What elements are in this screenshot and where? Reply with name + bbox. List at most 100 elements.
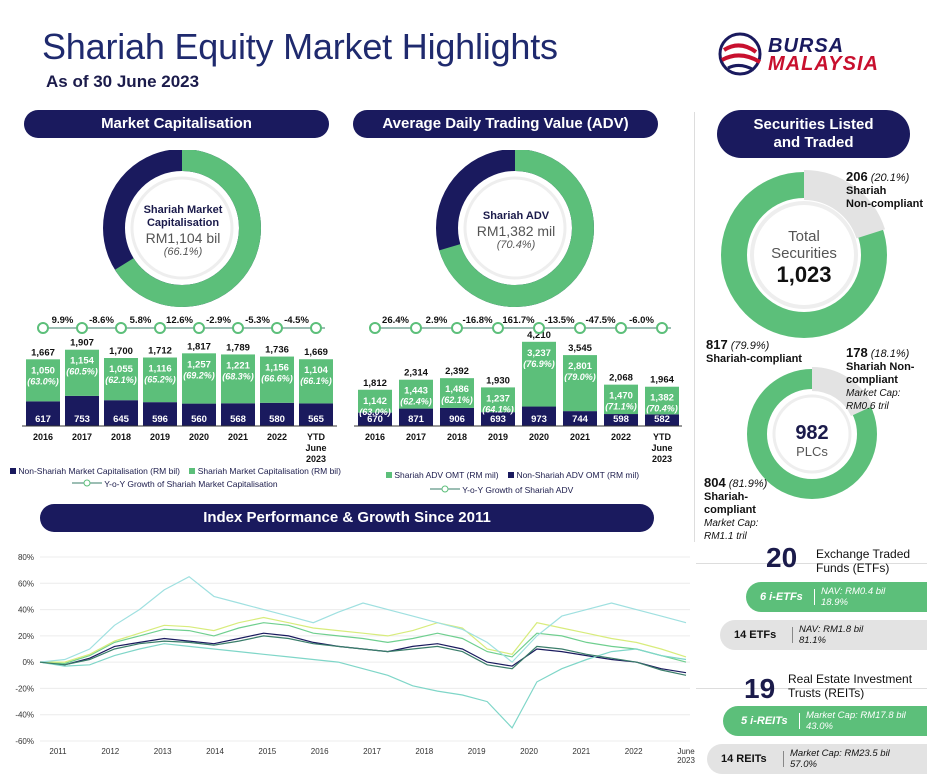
bar-nonshariah [260,402,294,426]
bar-nonshariah [481,412,515,426]
x-tick-label: 2015 [258,747,276,756]
plc-noncomp-cap2: RM0.6 tril [846,401,889,412]
plc-label: PLCs [796,444,828,459]
reits-sep [783,751,784,767]
growth-label: -6.0% [629,315,654,326]
i-reits-label: 5 i-REITs [741,715,788,727]
reits-row: 14 REITs Market Cap: RM23.5 bil 57.0% [707,744,927,774]
growth-label: -8.6% [89,315,114,326]
reits-cap: Market Cap: RM23.5 bil 57.0% [790,748,890,770]
bar-nonshariah-label: 645 [113,414,130,425]
plc-noncomp-l1: Shariah Non- [846,361,915,373]
bar-shariah-label: 1,470 [609,391,633,402]
etfs-nav: NAV: RM1.8 bil 81.1% [799,624,863,646]
growth-marker [193,322,205,334]
index-series-line [39,635,687,676]
category-label: 2023 [306,454,326,464]
legend-growth-line-icon [430,485,460,493]
growth-marker [451,322,463,334]
growth-label: 5.8% [130,315,152,326]
x-tick-label: 2011 [49,747,67,756]
bar-shariah-label: 1,257 [187,359,211,370]
bar-total-label: 1,712 [148,346,172,357]
market-cap-bar-chart: 617 1,050(63.0%) 1,667 2016 753 1,154(60.5%) 1… [22,315,337,464]
plc-noncomp-cap1: Market Cap: [846,388,901,399]
bar-nonshariah [440,407,474,426]
bar-shariah-label: 1,154 [70,356,94,367]
bar-nonshariah-label: 973 [531,414,547,425]
bar-shariah-pct: (65.2%) [144,375,176,385]
reits-cap1: Market Cap: RM23.5 bil [790,748,890,759]
sec-comp-l: Shariah-compliant [706,353,802,365]
y-tick-label: 0% [22,658,34,667]
category-label: 2021 [228,432,248,442]
adv-donut-label: Shariah ADV RM1,382 mil (70.4%) [463,210,569,252]
legend-shariah-mc: Shariah Market Capitalisation (RM bil) [197,466,341,476]
mc-donut-pct: (66.1%) [163,246,203,258]
bar-shariah [221,354,255,404]
growth-marker [574,322,586,334]
etf-divider [696,563,927,564]
reit-l1: Real Estate Investment [788,672,913,686]
bar-shariah [604,384,638,415]
bar-nonshariah [358,412,392,426]
etfs-nav2: 81.1% [799,635,826,646]
growth-label: 26.4% [382,315,409,326]
bar-total-label: 2,392 [445,366,469,377]
x-tick-label: 2021 [572,747,590,756]
bar-nonshariah-label: 906 [449,414,465,425]
bar-shariah-label: 3,237 [527,348,551,359]
growth-marker [232,322,244,334]
adv-donut [436,150,594,307]
growth-label: 9.9% [52,315,74,326]
category-label: 2023 [652,454,672,464]
legend-nonshariah-mc: Non-Shariah Market Capitalisation (RM bi… [18,466,180,476]
category-label: YTD [307,432,326,442]
bar-shariah-pct: (76.9%) [523,359,555,369]
bar-shariah [299,359,333,404]
bar-shariah-label: 1,142 [363,396,387,407]
bar-nonshariah [26,401,60,426]
mc-donut-value: RM1,104 bil [145,230,221,246]
category-label: 2018 [447,432,467,442]
bar-shariah [440,378,474,408]
index-series-line [39,622,687,665]
bar-shariah [104,358,138,401]
x-tick-label: June [677,747,695,756]
etf-title: Exchange Traded Funds (ETFs) [816,547,910,575]
bar-shariah [481,387,515,413]
growth-label: -16.8% [462,315,493,326]
plc-comp: 804 (81.9%) Shariah- compliant Market Ca… [704,476,767,543]
growth-marker [115,322,127,334]
index-heading: Index Performance & Growth Since 2011 [40,504,654,532]
bar-shariah-label: 1,050 [31,365,55,376]
legend-shariah-adv: Shariah ADV OMT (RM mil) [394,470,499,480]
bar-nonshariah-label: 670 [367,414,383,425]
growth-marker [410,322,422,334]
market-cap-heading: Market Capitalisation [24,110,329,138]
securities-l1: Total [788,228,820,245]
x-tick-label: 2017 [363,747,381,756]
sec-comp-pct: (79.9%) [730,340,770,352]
bar-nonshariah-label: 582 [654,414,670,425]
sec-noncomp-l2: Non-compliant [846,198,923,210]
x-tick-label: 2012 [101,747,119,756]
i-etfs-nav: NAV: RM0.4 bil 18.9% [821,586,885,608]
growth-label: -47.5% [585,315,616,326]
growth-label: -2.9% [206,315,231,326]
bar-total-label: 1,789 [226,342,250,353]
bar-nonshariah-label: 580 [269,414,285,425]
reit-count: 19 [744,673,776,704]
bar-nonshariah [299,403,333,426]
y-tick-label: -60% [15,737,34,746]
bar-shariah [26,359,60,402]
category-label: 2022 [611,432,631,442]
bar-nonshariah [182,403,216,426]
bar-total-label: 1,700 [109,346,133,357]
bar-shariah [399,379,433,409]
sec-noncomp-n: 206 [846,169,868,184]
bar-nonshariah-label: 617 [35,414,51,425]
bar-nonshariah [563,411,597,426]
page-subtitle: As of 30 June 2023 [46,72,200,91]
index-series-line [39,643,687,729]
